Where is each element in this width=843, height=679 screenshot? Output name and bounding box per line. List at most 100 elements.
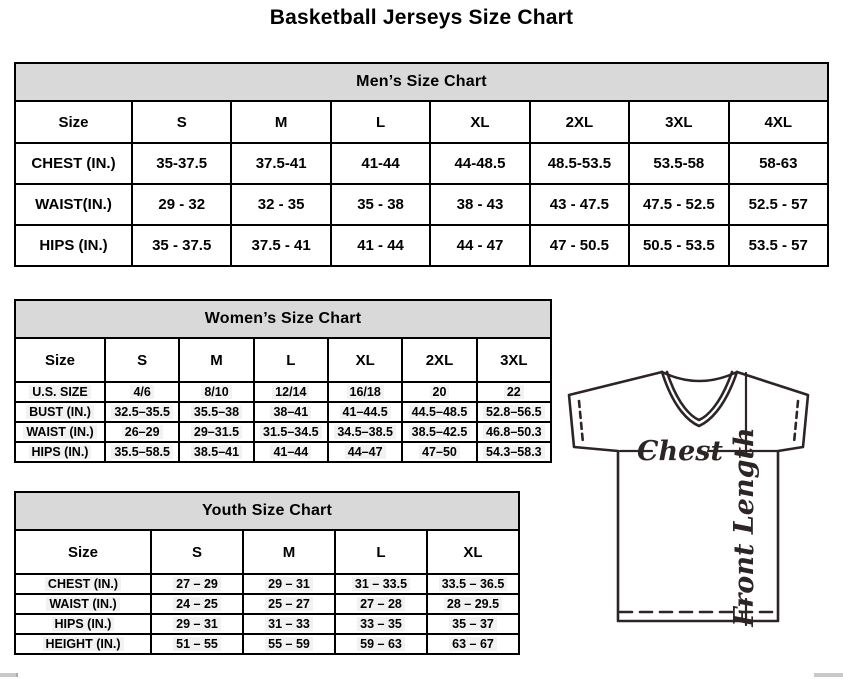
size-value-cell: 44 - 47: [429, 224, 531, 267]
column-header: 4XL: [727, 100, 830, 144]
column-header: M: [178, 337, 255, 383]
h-scrollbar-left-fragment[interactable]: [0, 673, 18, 677]
size-value-cell: 53.5 - 57: [727, 224, 830, 267]
size-value-cell: 4/6: [103, 381, 181, 403]
size-value-cell: 24 – 25: [150, 593, 244, 615]
table-row: HIPS (IN.) 35 - 37.5 37.5 - 41 41 - 44 4…: [14, 224, 830, 267]
row-label: WAIST (IN.): [14, 421, 106, 443]
size-value-cell: 35 - 37.5: [130, 224, 233, 267]
collar-inner-v: [665, 370, 734, 422]
youth-size-table: Youth Size Chart Size S M L XL CHEST (IN…: [14, 491, 520, 655]
size-value-cell: 28 – 29.5: [426, 593, 520, 615]
left-cuff-dashes: [577, 399, 585, 445]
row-label: CHEST (IN.): [14, 142, 133, 185]
size-value-cell: 29 - 32: [130, 183, 233, 226]
size-value-cell: 41-44: [329, 142, 432, 185]
table-row: HIPS (IN.) 35.5–58.5 38.5–41 41–44 44–47…: [14, 441, 553, 463]
size-value-cell: 34.5–38.5: [326, 421, 404, 443]
size-value-cell: 41 - 44: [329, 224, 432, 267]
table-title-row: Men’s Size Chart: [14, 62, 829, 102]
jersey-outline: [567, 370, 810, 623]
size-value-cell: 29 – 31: [150, 613, 244, 635]
size-value-cell: 31 – 33.5: [334, 573, 428, 595]
column-header: M: [230, 100, 332, 144]
size-value-cell: 29 – 31: [242, 573, 336, 595]
column-header: L: [334, 529, 428, 575]
size-value-cell: 52.8–56.5: [475, 401, 553, 423]
size-value-cell: 44-48.5: [429, 142, 531, 185]
right-cuff-dashes: [792, 399, 800, 445]
column-header: S: [103, 337, 181, 383]
size-value-cell: 32 - 35: [230, 183, 332, 226]
h-scrollbar-right-fragment[interactable]: [814, 673, 843, 677]
table-row: HIPS (IN.) 29 – 31 31 – 33 33 – 35 35 – …: [14, 613, 520, 635]
size-value-cell: 26–29: [103, 421, 181, 443]
size-value-cell: 31.5–34.5: [252, 421, 329, 443]
row-label: WAIST(IN.): [14, 183, 133, 226]
row-label: CHEST (IN.): [14, 573, 152, 595]
column-header-row: Size S M L XL 2XL 3XL 4XL: [14, 100, 830, 144]
column-header: L: [252, 337, 329, 383]
youth-table-title: Youth Size Chart: [14, 491, 520, 531]
size-value-cell: 35.5–38: [178, 401, 255, 423]
size-value-cell: 35.5–58.5: [103, 441, 181, 463]
column-header: L: [329, 100, 432, 144]
size-value-cell: 16/18: [326, 381, 404, 403]
size-value-cell: 38–41: [252, 401, 329, 423]
table-row: BUST (IN.) 32.5–35.5 35.5–38 38–41 41–44…: [14, 401, 553, 423]
size-value-cell: 48.5-53.5: [528, 142, 631, 185]
row-label: U.S. SIZE: [14, 381, 106, 403]
size-value-cell: 43 - 47.5: [528, 183, 631, 226]
row-label: HIPS (IN.): [14, 441, 106, 463]
jersey-diagram: Chest Front Length: [556, 362, 840, 676]
size-value-cell: 12/14: [252, 381, 329, 403]
size-value-cell: 38.5–41: [178, 441, 255, 463]
table-title-row: Women’s Size Chart: [14, 299, 552, 339]
page-title: Basketball Jerseys Size Chart: [269, 6, 574, 29]
size-value-cell: 47.5 - 52.5: [628, 183, 730, 226]
size-value-cell: 44–47: [326, 441, 404, 463]
table-row: WAIST(IN.) 29 - 32 32 - 35 35 - 38 38 - …: [14, 183, 830, 226]
row-label: HEIGHT (IN.): [14, 633, 152, 655]
size-value-cell: 44.5–48.5: [401, 401, 478, 423]
size-value-cell: 22: [475, 381, 553, 403]
womens-table-title: Women’s Size Chart: [14, 299, 552, 339]
size-value-cell: 35-37.5: [130, 142, 233, 185]
table-row: HEIGHT (IN.) 51 – 55 55 – 59 59 – 63 63 …: [14, 633, 520, 655]
size-value-cell: 63 – 67: [426, 633, 520, 655]
chest-label: Chest: [637, 436, 723, 467]
mens-size-table: Men’s Size Chart Size S M L XL 2XL 3XL 4…: [14, 62, 830, 267]
column-header-row: Size S M L XL 2XL 3XL: [14, 337, 553, 383]
front-length-label: Front Length: [729, 427, 760, 627]
size-value-cell: 46.8–50.3: [475, 421, 553, 443]
womens-size-table: Women’s Size Chart Size S M L XL 2XL 3XL…: [14, 299, 553, 463]
size-value-cell: 35 - 38: [329, 183, 432, 226]
size-value-cell: 27 – 29: [150, 573, 244, 595]
size-value-cell: 20: [401, 381, 478, 403]
size-value-cell: 47 - 50.5: [528, 224, 631, 267]
column-header: XL: [426, 529, 520, 575]
column-header: XL: [326, 337, 404, 383]
size-value-cell: 8/10: [178, 381, 255, 403]
size-value-cell: 50.5 - 53.5: [628, 224, 730, 267]
row-label: HIPS (IN.): [14, 613, 152, 635]
column-header: 2XL: [528, 100, 631, 144]
size-value-cell: 53.5-58: [628, 142, 730, 185]
column-header: M: [242, 529, 336, 575]
column-header-row: Size S M L XL: [14, 529, 520, 575]
table-row: U.S. SIZE 4/6 8/10 12/14 16/18 20 22: [14, 381, 553, 403]
size-value-cell: 41–44: [252, 441, 329, 463]
size-value-cell: 25 – 27: [242, 593, 336, 615]
size-value-cell: 37.5 - 41: [230, 224, 332, 267]
size-value-cell: 58-63: [727, 142, 830, 185]
size-value-cell: 59 – 63: [334, 633, 428, 655]
column-header: XL: [429, 100, 531, 144]
size-value-cell: 37.5-41: [230, 142, 332, 185]
table-row: CHEST (IN.) 35-37.5 37.5-41 41-44 44-48.…: [14, 142, 830, 185]
column-header: S: [130, 100, 233, 144]
collar-back-curve: [660, 370, 739, 383]
size-value-cell: 51 – 55: [150, 633, 244, 655]
size-value-cell: 32.5–35.5: [103, 401, 181, 423]
column-header: Size: [14, 100, 133, 144]
